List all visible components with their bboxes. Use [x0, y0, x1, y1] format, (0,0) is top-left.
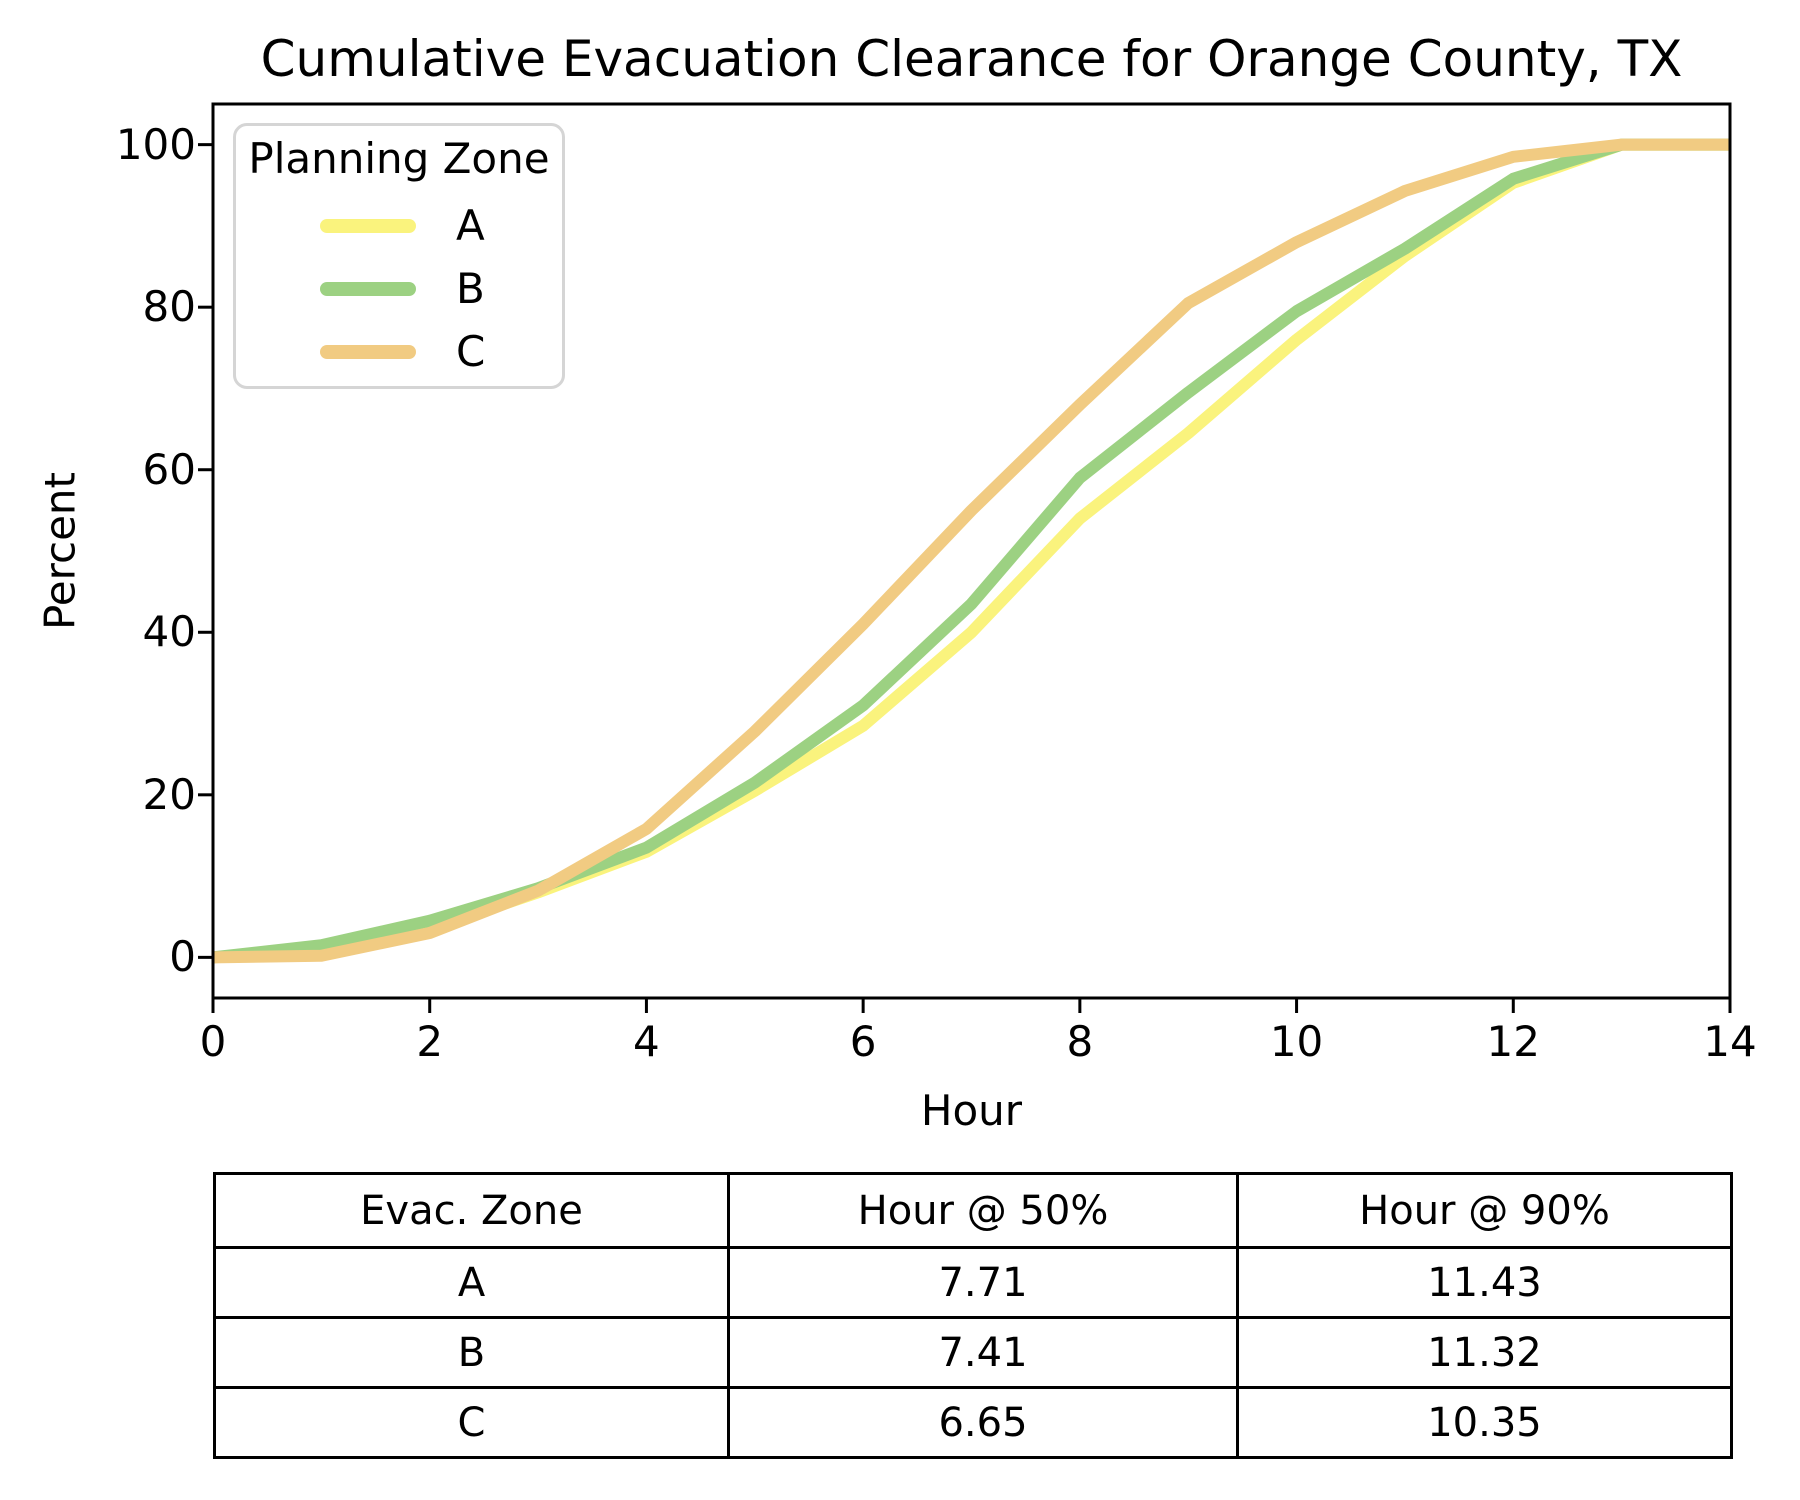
- table-cell: 10.35: [1236, 1386, 1733, 1459]
- x-tick-label: 12: [1486, 1017, 1540, 1066]
- table-header-row: Evac. Zone Hour @ 50% Hour @ 90%: [213, 1172, 1733, 1249]
- table-cell: A: [213, 1246, 730, 1319]
- table-header-hour90: Hour @ 90%: [1236, 1172, 1733, 1249]
- legend-swatch-a: [320, 218, 416, 233]
- legend-entry-a: A: [236, 194, 562, 257]
- table-cell: 6.65: [727, 1386, 1239, 1459]
- legend-entry-b: B: [236, 257, 562, 320]
- legend-swatch-b: [320, 281, 416, 296]
- table-cell: 7.41: [727, 1316, 1239, 1389]
- y-tick-label: 20: [142, 769, 196, 819]
- table-cell: 11.43: [1236, 1246, 1733, 1319]
- y-tick-label: 0: [169, 932, 196, 982]
- table-row-b: B 7.41 11.32: [213, 1316, 1733, 1389]
- y-tick-label: 100: [115, 119, 196, 169]
- x-tick-label: 0: [199, 1017, 227, 1066]
- table-row-c: C 6.65 10.35: [213, 1386, 1733, 1459]
- table-header-zone: Evac. Zone: [213, 1172, 730, 1249]
- x-axis-title: Hour: [920, 1086, 1023, 1135]
- table-cell: C: [213, 1386, 730, 1459]
- y-tick-label: 80: [142, 282, 196, 332]
- series-line-b: [212, 138, 1730, 964]
- chart-title: Cumulative Evacuation Clearance for Oran…: [260, 30, 1683, 88]
- table-cell: 11.32: [1236, 1316, 1733, 1389]
- plot-border: [211, 102, 1732, 1000]
- x-tick-label: 4: [633, 1017, 660, 1066]
- x-tick-label: 6: [849, 1017, 877, 1066]
- x-tick-label: 8: [1066, 1017, 1094, 1066]
- series-line-c: [212, 138, 1730, 964]
- legend-swatch-c: [320, 344, 416, 359]
- legend-label-c: C: [456, 327, 486, 376]
- y-tick-label: 40: [142, 607, 196, 657]
- clearance-stats-table: Evac. Zone Hour @ 50% Hour @ 90% A 7.71 …: [213, 1172, 1733, 1459]
- x-tick-label: 10: [1269, 1017, 1324, 1066]
- legend-title: Planning Zone: [248, 134, 550, 183]
- y-axis-title: Percent: [35, 471, 85, 631]
- x-tick-label: 14: [1703, 1017, 1757, 1066]
- table-cell: B: [213, 1316, 730, 1389]
- legend-entry-c: C: [236, 320, 562, 383]
- legend-entries: A B C: [236, 194, 562, 383]
- table-cell: 7.71: [727, 1246, 1239, 1319]
- table-row-a: A 7.71 11.43: [213, 1246, 1733, 1319]
- legend-label-b: B: [456, 264, 485, 313]
- line-chart: [198, 102, 1732, 1013]
- legend-label-a: A: [456, 201, 485, 250]
- table-header-hour50: Hour @ 50%: [727, 1172, 1239, 1249]
- y-tick-label: 60: [142, 444, 196, 494]
- x-tick-label: 2: [416, 1017, 444, 1066]
- legend: Planning Zone A B C: [233, 123, 565, 389]
